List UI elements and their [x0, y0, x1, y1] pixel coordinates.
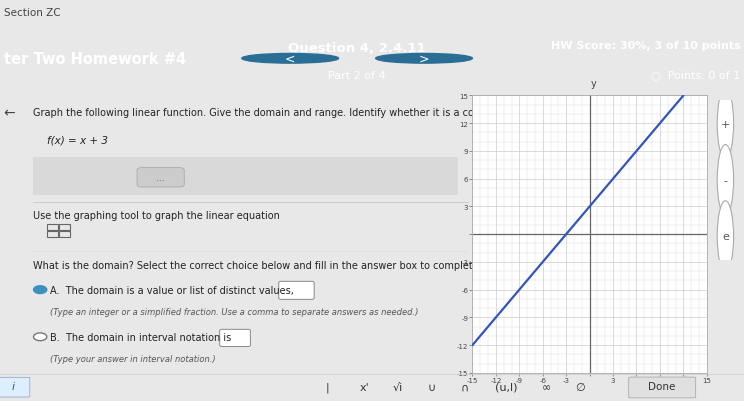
Text: |: |	[326, 382, 329, 392]
Bar	[59, 224, 70, 231]
FancyBboxPatch shape	[0, 377, 30, 397]
Text: Done: Done	[649, 381, 676, 391]
Text: ter Two Homework #4: ter Two Homework #4	[4, 52, 186, 67]
Text: What is the domain? Select the correct choice below and fill in the answer box t: What is the domain? Select the correct c…	[33, 260, 539, 270]
Text: ∩: ∩	[461, 382, 469, 392]
Text: y: y	[591, 79, 597, 89]
Text: (Type your answer in interval notation.): (Type your answer in interval notation.)	[50, 354, 215, 364]
Circle shape	[717, 145, 734, 216]
FancyBboxPatch shape	[279, 282, 314, 300]
Bar	[33, 157, 458, 196]
Text: ∪: ∪	[428, 382, 435, 392]
Bar	[59, 231, 70, 237]
Circle shape	[33, 286, 47, 294]
Text: HW Score: 30%, 3 of 10 points: HW Score: 30%, 3 of 10 points	[551, 41, 740, 51]
Text: e: e	[722, 232, 729, 241]
Text: ∅: ∅	[575, 382, 586, 392]
Text: Use the graphing tool to graph the linear equation: Use the graphing tool to graph the linea…	[33, 210, 280, 220]
Circle shape	[717, 201, 734, 272]
Text: ○  Points: 0 of 1: ○ Points: 0 of 1	[651, 71, 740, 81]
Text: √i: √i	[393, 382, 403, 392]
Text: Question 4, 2.4.11: Question 4, 2.4.11	[289, 42, 426, 55]
Text: Section ZC: Section ZC	[4, 8, 60, 18]
Text: +: +	[721, 119, 730, 129]
FancyBboxPatch shape	[629, 377, 696, 398]
Bar	[48, 231, 58, 237]
Text: f(x) = x + 3: f(x) = x + 3	[48, 136, 108, 146]
Circle shape	[717, 89, 734, 160]
Circle shape	[376, 54, 472, 64]
Text: <: <	[285, 53, 295, 66]
Text: Part 2 of 4: Part 2 of 4	[328, 71, 386, 81]
Circle shape	[242, 54, 339, 64]
Text: ∞: ∞	[542, 382, 551, 392]
Circle shape	[33, 333, 47, 341]
Bar	[48, 224, 58, 231]
Text: x': x'	[359, 382, 370, 392]
Text: i: i	[12, 381, 15, 391]
Text: >: >	[419, 53, 429, 66]
Text: A.  The domain is a value or list of distinct values,: A. The domain is a value or list of dist…	[50, 285, 293, 295]
FancyBboxPatch shape	[137, 168, 185, 188]
Text: (u,l): (u,l)	[495, 382, 517, 392]
Text: -: -	[723, 176, 728, 185]
FancyBboxPatch shape	[219, 330, 251, 346]
Text: Graph the following linear function. Give the domain and range. Identify whether: Graph the following linear function. Giv…	[33, 108, 551, 118]
Text: ←: ←	[4, 106, 16, 120]
Text: (Type an integer or a simplified fraction. Use a comma to separate answers as ne: (Type an integer or a simplified fractio…	[50, 308, 418, 316]
Text: ...: ...	[156, 173, 165, 182]
Text: B.  The domain in interval notation is: B. The domain in interval notation is	[50, 332, 231, 342]
